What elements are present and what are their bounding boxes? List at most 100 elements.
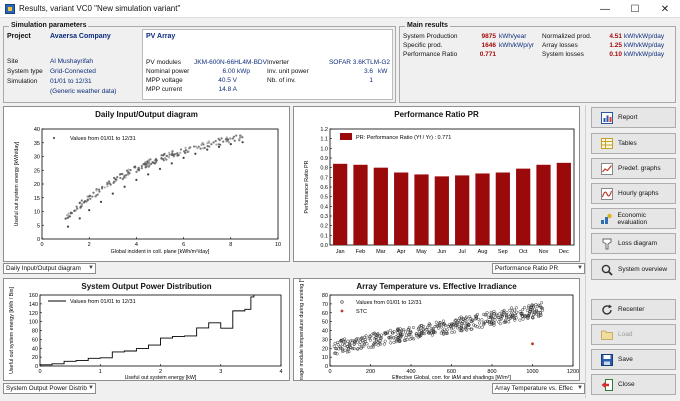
x-tick-label: Apr (397, 249, 406, 255)
x-tick-label: Dec (559, 249, 569, 255)
performance-ratio-plot: 0.0 0.1 0.2 0.3 0.4 0.5 0.6 0.7 0.8 0.9 1.0 1.1 1.2 P… (304, 127, 575, 255)
data-point (135, 178, 138, 181)
data-point (485, 319, 490, 323)
data-point (338, 344, 342, 349)
inv-unit-power-value: 3.6 (363, 68, 373, 75)
tables-button[interactable]: Tables (591, 133, 676, 154)
load-button[interactable]: Load (591, 324, 676, 345)
data-point (172, 155, 175, 158)
hourly-graphs-button[interactable]: Hourly graphs (591, 183, 676, 204)
y-tick-label: 60 (32, 337, 38, 343)
data-point (440, 329, 444, 333)
data-point (160, 154, 163, 157)
close-button[interactable]: Close (591, 374, 676, 395)
data-point (350, 339, 354, 343)
chart3-selector[interactable]: System Output Power Distrib ▼ (3, 383, 96, 394)
data-point (508, 308, 512, 312)
data-point (469, 319, 473, 323)
data-point (352, 347, 356, 351)
data-point (474, 314, 478, 318)
daily-input-output-plot: 0 2 4 6 8 10 0 5 10 15 20 25 30 35 40 Global incident i… (14, 127, 281, 255)
legend-marker (340, 300, 344, 304)
x-tick-label: May (416, 249, 427, 255)
minimize-button[interactable]: — (600, 3, 610, 15)
economic-icon (600, 212, 612, 225)
array-losses-value: 1.25 (609, 42, 622, 49)
data-point (383, 332, 387, 336)
y-tick-label: 0 (325, 364, 328, 370)
x-tick-label: Nov (539, 249, 549, 255)
bar (516, 168, 531, 245)
economic-evaluation-button[interactable]: Economic evaluation (591, 208, 676, 229)
data-point (469, 327, 473, 331)
system-production-label: System Production (403, 33, 458, 40)
data-point (398, 330, 402, 334)
x-tick-label: Mar (376, 249, 386, 255)
performance-ratio-panel[interactable]: Performance Ratio PR 0.0 0.1 0.2 0.3 0.4 0.5 0… (293, 106, 580, 262)
x-tick-label: Jun (437, 249, 446, 255)
data-point (184, 146, 187, 149)
data-point (478, 321, 482, 325)
data-point (468, 316, 473, 320)
data-point (476, 317, 481, 321)
data-point (188, 146, 191, 149)
report-button[interactable]: Report (591, 107, 676, 128)
data-point (519, 312, 523, 316)
data-point (473, 314, 477, 318)
data-point (78, 217, 81, 220)
loss-diagram-button[interactable]: Loss diagram (591, 233, 676, 254)
data-point (534, 302, 538, 307)
data-point (421, 327, 425, 331)
data-point (97, 188, 101, 191)
data-point (427, 323, 431, 327)
y-tick-label: 80 (322, 293, 328, 299)
data-point (416, 335, 420, 339)
chart-title: System Output Power Distribution (81, 282, 212, 291)
window-close-button[interactable]: ✕ (660, 3, 670, 15)
data-point (67, 212, 70, 215)
data-point (539, 313, 543, 317)
y-tick-label: 10 (34, 210, 40, 216)
daily-input-output-panel[interactable]: Daily Input/Output diagram 0 2 4 6 8 10 0 5 10 15… (3, 106, 290, 262)
data-point (339, 339, 343, 343)
data-point (408, 330, 412, 335)
bar (434, 176, 449, 245)
chart-title: Daily Input/Output diagram (95, 110, 198, 119)
save-button[interactable]: Save (591, 349, 676, 370)
data-point (66, 225, 70, 228)
data-point (232, 135, 236, 138)
data-point (459, 326, 463, 330)
maximize-button[interactable]: ☐ (630, 3, 640, 15)
data-point (414, 332, 418, 336)
y-tick-label: 160 (29, 293, 38, 299)
data-point (461, 320, 465, 324)
data-point (434, 320, 438, 324)
data-point (483, 313, 487, 317)
weather-data-value: (Generic weather data) (50, 88, 117, 95)
data-point (114, 179, 117, 182)
data-point (217, 145, 221, 148)
plot-area (41, 128, 279, 240)
data-point (136, 168, 139, 171)
y-axis-label: Average module temperature during runnin… (299, 279, 305, 381)
data-point (400, 328, 404, 332)
data-point (500, 314, 504, 318)
data-point (464, 316, 468, 320)
data-point (491, 321, 495, 326)
data-point (371, 345, 375, 349)
data-point (509, 306, 514, 310)
data-point (441, 319, 445, 323)
chart2-selector[interactable]: Performance Ratio PR ▼ (492, 263, 585, 274)
data-point (64, 217, 67, 220)
predef-graphs-button[interactable]: Predef. graphs (591, 158, 676, 179)
recenter-button[interactable]: Recenter (591, 299, 676, 320)
y-tick-label: 0.1 (320, 233, 328, 239)
chart1-selector[interactable]: Daily Input/Output diagram ▼ (3, 263, 96, 274)
chart4-selector-value: Array Temperature vs. Effec (495, 385, 573, 392)
array-temperature-panel[interactable]: Array Temperature vs. Effective Irradian… (293, 278, 580, 381)
data-point (450, 330, 454, 335)
data-point (108, 182, 111, 185)
system-overview-button[interactable]: System overview (591, 259, 676, 280)
chart4-selector[interactable]: Array Temperature vs. Effec ▼ (492, 383, 585, 394)
